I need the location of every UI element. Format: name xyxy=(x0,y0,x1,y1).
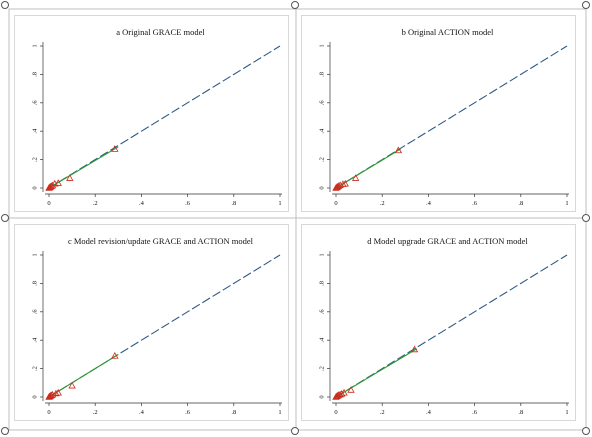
y-tick-label: 1 xyxy=(31,44,38,47)
y-tick-label: .6 xyxy=(31,309,38,315)
resize-handle-middle-left[interactable] xyxy=(1,214,9,222)
x-tick-label: .2 xyxy=(380,409,385,416)
x-tick-label: .8 xyxy=(518,409,523,416)
y-tick-label: 1 xyxy=(318,44,325,47)
data-point-marker xyxy=(394,146,403,154)
reference-line xyxy=(48,45,281,189)
data-point-marker xyxy=(333,392,341,399)
x-tick-label: .8 xyxy=(518,200,523,207)
y-tick-label: .6 xyxy=(31,100,38,106)
resize-handle-top-left[interactable] xyxy=(1,1,9,9)
data-point-marker xyxy=(111,351,119,359)
chart-svg: d Model upgrade GRACE and ACTION model 0.… xyxy=(318,236,569,416)
resize-handle-middle-right[interactable] xyxy=(582,214,590,222)
data-point-marker xyxy=(335,391,343,398)
resize-handle-bottom-left[interactable] xyxy=(1,427,9,435)
x-tick-label: 1 xyxy=(565,409,568,416)
y-tick-label: .4 xyxy=(318,337,325,343)
y-tick-label: 1 xyxy=(31,253,38,256)
reference-line xyxy=(48,254,281,398)
x-tick-label: 1 xyxy=(565,200,568,207)
y-tick-label: .6 xyxy=(318,100,325,106)
chart-panel-b: b Original ACTION model 0 .2 .4 .6 .8 1 0 .2 .4 .6… xyxy=(301,15,576,212)
data-point-marker xyxy=(338,390,346,397)
y-tick-label: 0 xyxy=(318,186,325,189)
chart-panel-c: c Model revision/update GRACE and ACTION… xyxy=(14,224,289,421)
x-tick-label: .8 xyxy=(231,409,236,416)
y-tick-label: 0 xyxy=(318,395,325,398)
y-tick-label: .2 xyxy=(318,366,325,371)
data-point-marker xyxy=(410,345,419,353)
x-tick-label: .4 xyxy=(139,200,145,207)
data-point-marker xyxy=(336,181,344,188)
data-point-marker xyxy=(333,183,341,190)
y-tick-label: .2 xyxy=(318,157,325,162)
data-point-marker xyxy=(347,386,355,393)
y-tick-label: .4 xyxy=(31,337,38,343)
data-point-marker xyxy=(46,392,55,399)
fit-line xyxy=(335,148,401,189)
x-tick-label: .2 xyxy=(93,200,98,207)
data-point-marker xyxy=(66,174,74,181)
reference-line xyxy=(335,45,568,189)
y-tick-label: 1 xyxy=(318,253,325,256)
data-point-marker xyxy=(52,389,60,397)
y-tick-label: .2 xyxy=(31,366,38,371)
chart-title: d Model upgrade GRACE and ACTION model xyxy=(367,236,528,246)
chart-title: c Model revision/update GRACE and ACTION… xyxy=(68,236,254,246)
data-point-marker xyxy=(341,179,349,187)
y-tick-label: .8 xyxy=(318,281,325,286)
x-tick-label: .8 xyxy=(231,200,236,207)
chart-svg: c Model revision/update GRACE and ACTION… xyxy=(31,236,282,416)
data-point-marker xyxy=(54,388,62,396)
fit-line xyxy=(48,146,119,189)
x-tick-label: .6 xyxy=(472,200,478,207)
x-tick-label: 0 xyxy=(334,409,337,416)
data-point-marker xyxy=(334,182,342,190)
data-point-marker xyxy=(54,179,62,186)
fit-line xyxy=(48,353,119,398)
chart-panel-d: d Model upgrade GRACE and ACTION model 0.… xyxy=(301,224,576,421)
data-point-marker xyxy=(351,174,360,181)
x-tick-label: 0 xyxy=(334,200,337,207)
y-tick-label: .8 xyxy=(31,72,38,77)
data-point-marker xyxy=(68,381,76,389)
y-tick-label: .2 xyxy=(31,157,38,162)
x-tick-label: 0 xyxy=(47,409,50,416)
resize-handle-top-middle[interactable] xyxy=(291,1,299,9)
data-point-marker xyxy=(47,391,55,399)
chart-panel-a: a Original GRACE model 0 .2 .4 .6 .8 1 0 .2 .4 .6.… xyxy=(14,15,289,212)
x-tick-label: 1 xyxy=(278,200,281,207)
x-tick-label: .2 xyxy=(380,200,385,207)
x-tick-label: .6 xyxy=(185,409,191,416)
x-tick-label: 1 xyxy=(278,409,281,416)
data-point-marker xyxy=(340,388,348,396)
y-tick-label: .4 xyxy=(31,128,38,134)
reference-line xyxy=(335,254,568,398)
resize-handle-bottom-middle[interactable] xyxy=(291,427,299,435)
x-tick-label: 0 xyxy=(47,200,50,207)
chart-title: b Original ACTION model xyxy=(402,27,494,37)
data-point-marker xyxy=(48,181,57,189)
y-tick-label: .6 xyxy=(318,309,325,315)
chart-svg: b Original ACTION model 0 .2 .4 .6 .8 1 0 .2 .4 .6… xyxy=(318,27,569,207)
x-tick-label: .4 xyxy=(426,409,432,416)
y-tick-label: .8 xyxy=(31,281,38,286)
resize-handle-bottom-right[interactable] xyxy=(582,427,590,435)
y-tick-label: .4 xyxy=(318,128,325,134)
x-tick-label: .4 xyxy=(426,200,432,207)
resize-handle-top-right[interactable] xyxy=(582,1,590,9)
data-point-marker xyxy=(46,183,55,190)
chart-svg: a Original GRACE model 0 .2 .4 .6 .8 1 0 .2 .4 .6.… xyxy=(31,27,282,207)
chart-title: a Original GRACE model xyxy=(116,27,205,37)
x-tick-label: .6 xyxy=(185,200,191,207)
data-point-marker xyxy=(111,145,119,152)
x-tick-label: .6 xyxy=(472,409,478,416)
x-tick-label: .2 xyxy=(93,409,98,416)
x-tick-label: .4 xyxy=(139,409,145,416)
fit-line xyxy=(335,348,418,398)
y-tick-label: 0 xyxy=(31,395,38,398)
y-tick-label: 0 xyxy=(31,186,38,189)
y-tick-label: .8 xyxy=(318,72,325,77)
